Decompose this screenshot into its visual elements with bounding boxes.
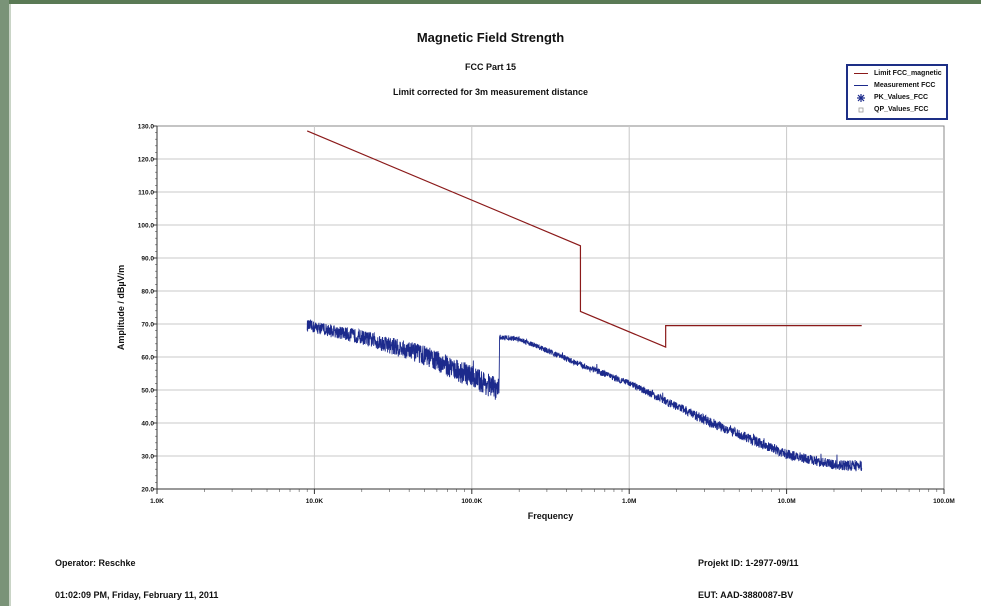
x-tick-label: 100.0K xyxy=(461,498,482,505)
y-tick-label: 30.0 xyxy=(141,454,154,461)
y-tick-label: 100.0 xyxy=(138,223,155,230)
chart-subtitle: FCC Part 15 xyxy=(464,62,517,72)
chart-legend: Limit FCC_magnetic Measurement FCC PK_Va… xyxy=(846,64,948,120)
y-tick-label: 60.0 xyxy=(141,355,154,362)
y-tick-label: 20.0 xyxy=(141,487,154,494)
legend-item-qp-values: QP_Values_FCC xyxy=(848,104,948,116)
limit-series-line xyxy=(306,130,862,349)
y-tick-label: 40.0 xyxy=(141,421,154,428)
x-tick-label: 1.0M xyxy=(622,498,636,505)
x-axis-title: Frequency xyxy=(528,511,574,521)
legend-item-measurement: Measurement FCC xyxy=(848,80,948,92)
y-tick-label: 50.0 xyxy=(141,388,154,395)
x-tick-label: 100.0M xyxy=(933,498,955,505)
y-axis-title: Amplitude / dBµV/m xyxy=(116,265,126,350)
legend-label: PK_Values_FCC xyxy=(874,94,929,101)
window-top-border xyxy=(0,0,981,4)
timestamp-label: 01:02:09 PM, Friday, February 11, 2011 xyxy=(55,590,219,600)
y-tick-label: 90.0 xyxy=(141,256,154,263)
plot-area xyxy=(156,125,945,490)
project-id-label: Projekt ID: 1-2977-09/11 xyxy=(698,558,799,568)
legend-label: Measurement FCC xyxy=(874,82,936,89)
operator-label: Operator: Reschke xyxy=(55,558,136,568)
measurement-series-line xyxy=(306,318,863,472)
legend-line-symbol xyxy=(854,80,868,92)
x-tick-label: 10.0K xyxy=(306,498,324,505)
window-left-border xyxy=(0,0,9,606)
legend-item-pk-values: PK_Values_FCC xyxy=(848,92,948,104)
y-tick-label: 80.0 xyxy=(141,289,154,296)
chart-subtitle-2: Limit corrected for 3m measurement dista… xyxy=(392,87,589,97)
legend-line-symbol xyxy=(854,68,868,80)
chart-title: Magnetic Field Strength xyxy=(416,30,565,45)
window-left-border-inner xyxy=(9,4,11,606)
x-tick-label: 1.0K xyxy=(150,498,164,505)
asterisk-icon xyxy=(854,92,868,104)
square-icon xyxy=(854,104,868,116)
y-tick-label: 130.0 xyxy=(138,124,155,131)
legend-label: QP_Values_FCC xyxy=(874,106,929,113)
x-tick-label: 10.0M xyxy=(778,498,796,505)
y-tick-label: 110.0 xyxy=(138,190,154,197)
y-tick-label: 70.0 xyxy=(141,322,154,329)
eut-label: EUT: AAD-3880087-BV xyxy=(698,590,794,600)
legend-item-limit: Limit FCC_magnetic xyxy=(848,68,948,80)
y-tick-label: 120.0 xyxy=(138,157,155,164)
legend-label: Limit FCC_magnetic xyxy=(874,70,942,77)
